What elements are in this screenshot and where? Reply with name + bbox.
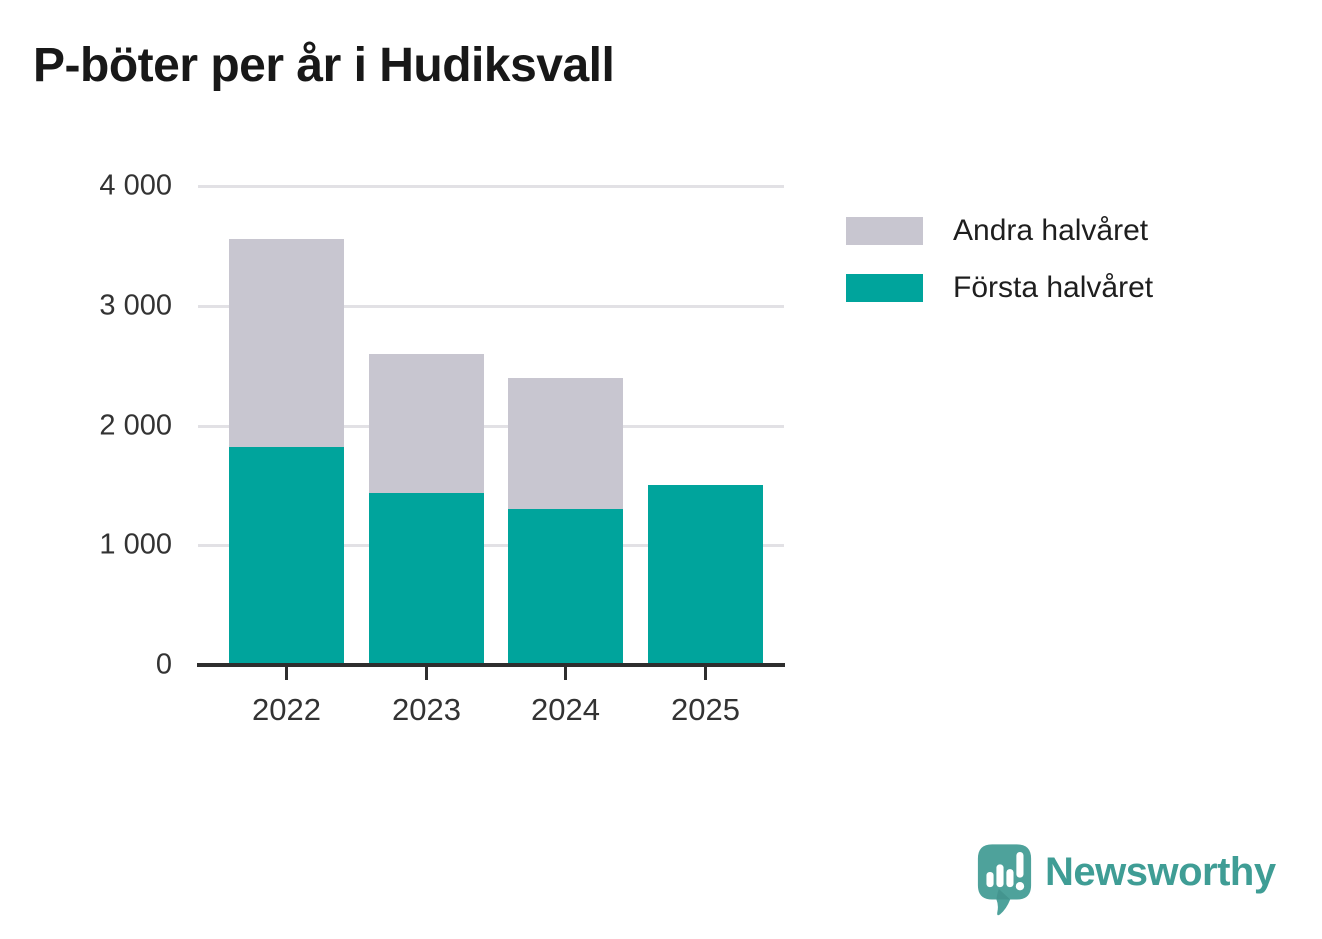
gridline-4000 [198,185,784,188]
gridline-1000 [198,544,784,548]
gridline-3000 [198,304,784,308]
legend-item: Andra halvåret [846,214,1153,247]
x-tick-label-2025: 2025 [671,692,740,727]
bar-2023-first-half [369,492,484,665]
legend: Andra halvåret Första halvåret [846,214,1154,331]
y-tick-label: 2 000 [99,409,172,441]
y-tick-label: 0 [155,648,172,681]
legend-swatch [846,217,923,245]
bar-2024-first-half [508,509,623,665]
newsworthy-wordmark: Newsworthy [1045,850,1276,894]
bar-2022-second-half [229,238,344,448]
x-tick-label-2022: 2022 [252,692,321,727]
gridline-2000 [198,424,784,428]
y-tick-label: 1 000 [99,528,172,561]
y-tick-label: 4 000 [99,169,172,202]
speech-bubble-bar-chart-icon [977,844,1032,916]
x-tick-2022 [285,667,288,680]
x-tick-2024 [564,667,567,680]
bar-2023-second-half [369,353,484,493]
x-tick-2025 [704,667,707,680]
legend-label: Andra halvåret [953,214,1149,247]
legend-swatch [846,274,923,302]
plot-area [198,185,784,665]
bar-2022-first-half [229,447,344,665]
bar-2025-first-half [648,485,763,665]
chart-title: P-böter per år i Hudiksvall [33,39,615,92]
x-axis-line [197,663,785,667]
bar-2024-second-half [508,377,623,510]
x-tick-2023 [425,667,428,680]
legend-item: Första halvåret [846,271,1154,304]
x-tick-label-2023: 2023 [392,692,461,727]
x-tick-label-2024: 2024 [531,692,600,727]
newsworthy-logo: Newsworthy [976,842,1276,919]
legend-label: Första halvåret [953,271,1154,304]
y-tick-label: 3 000 [99,289,172,322]
